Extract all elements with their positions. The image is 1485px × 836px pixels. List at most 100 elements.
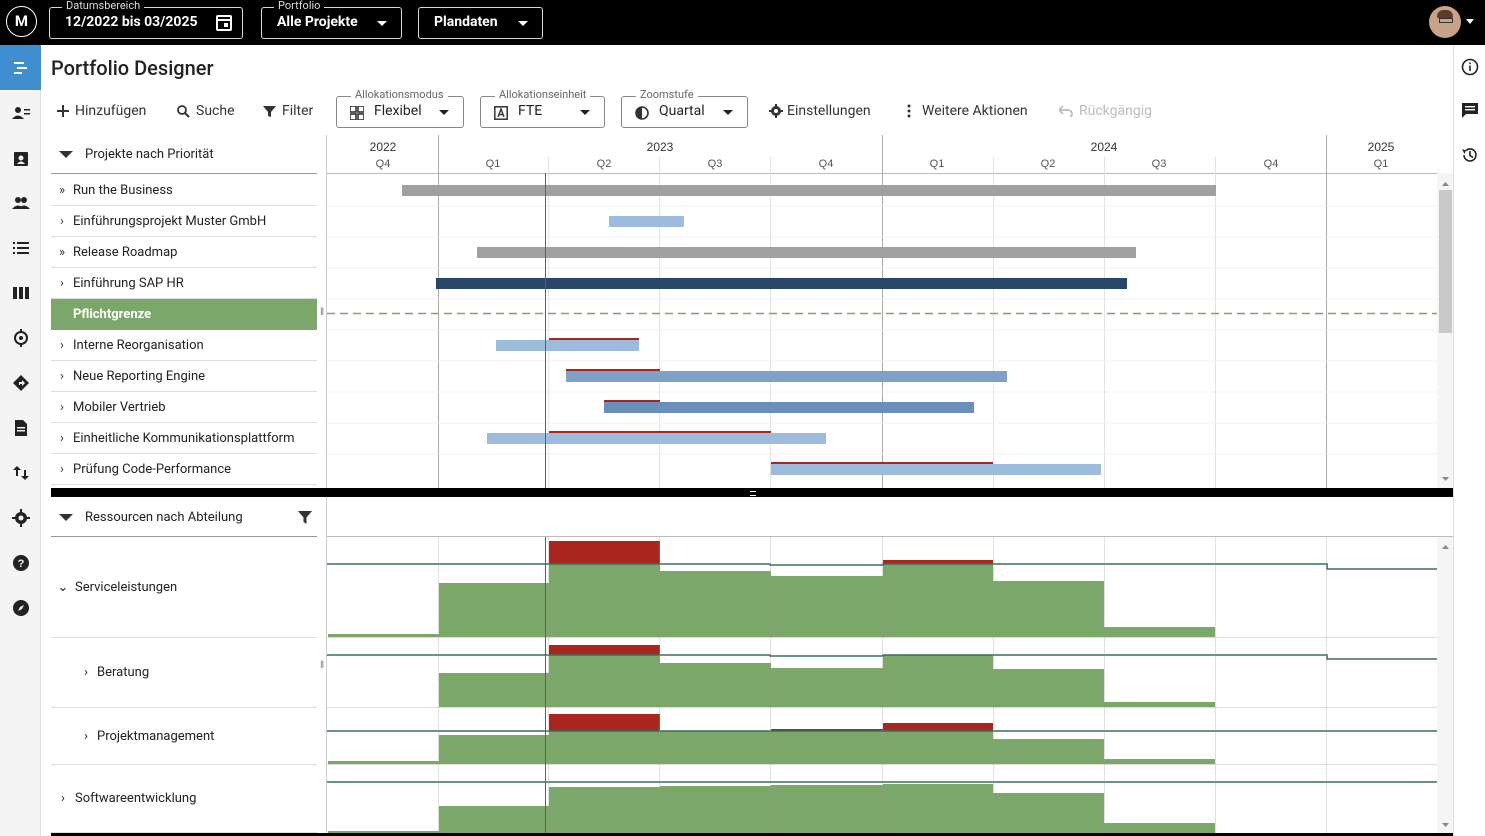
mandatory-limit-row[interactable]: Pflichtgrenze <box>51 299 317 330</box>
nav-portfolio-designer[interactable] <box>0 45 41 90</box>
grid-icon <box>350 106 364 120</box>
project-label: Release Roadmap <box>73 244 178 260</box>
plan-data-value: Plandaten <box>434 14 498 30</box>
collapse-triangle-icon[interactable] <box>59 151 73 158</box>
gantt-bar <box>771 464 1101 475</box>
search-label: Suche <box>196 103 235 119</box>
gantt-bar <box>487 433 826 444</box>
nav-teams[interactable] <box>0 180 41 225</box>
project-row[interactable]: › Einheitliche Kommunikationsplattform <box>51 423 317 454</box>
document-icon <box>14 419 27 436</box>
expand-chevron-icon[interactable]: › <box>60 337 64 353</box>
app-logo[interactable]: M <box>6 6 37 37</box>
gantt-chart[interactable]: 2022 2023 2024 2025 Q4 Q1 Q2 Q3 Q4 Q1 Q2… <box>326 135 1453 488</box>
projects-header-label: Projekte nach Priorität <box>85 147 214 162</box>
plan-data-select[interactable]: Plandaten <box>418 7 543 39</box>
project-label: Einführung SAP HR <box>73 275 184 291</box>
chevron-down-icon <box>723 110 733 115</box>
expand-chevron-icon[interactable]: › <box>60 430 64 446</box>
portfolio-select[interactable]: Portfolio Alle Projekte <box>261 0 402 39</box>
scroll-up-icon <box>1442 182 1449 186</box>
project-row[interactable]: › Einführungsprojekt Muster GmbH <box>51 206 317 237</box>
collapse-triangle-icon[interactable] <box>59 514 73 521</box>
gear-icon <box>769 104 783 118</box>
department-row[interactable]: › Projektmanagement <box>51 708 317 765</box>
nav-users[interactable] <box>0 90 41 135</box>
expand-chevron-icon[interactable]: › <box>60 275 64 291</box>
svg-text:?: ? <box>17 558 24 570</box>
more-actions-button[interactable]: Weitere Aktionen <box>904 100 1028 122</box>
comments-button[interactable] <box>1454 95 1485 125</box>
projects-tree-header: Projekte nach Priorität <box>51 136 317 174</box>
resource-scrollbar-track <box>1437 537 1453 836</box>
nav-assignments[interactable] <box>0 135 41 180</box>
alloc-mode-label: Allokationsmodus <box>351 89 448 101</box>
department-row[interactable]: › Beratung <box>51 638 317 708</box>
gear-icon <box>11 508 30 527</box>
nav-settings[interactable] <box>0 495 41 540</box>
project-row[interactable]: › Einführung SAP HR <box>51 268 317 299</box>
resize-grip-icon[interactable]: ‖ <box>320 660 325 671</box>
department-row[interactable]: › Softwareentwicklung <box>51 765 317 833</box>
user-menu-caret-icon[interactable] <box>1466 19 1474 24</box>
alloc-unit-label: Allokationseinheit <box>495 89 591 101</box>
quarter-label: Q4 <box>1264 158 1279 170</box>
project-label: Einführungsprojekt Muster GmbH <box>73 213 267 229</box>
filter-button[interactable]: Filter <box>263 100 313 122</box>
expand-chevron-icon[interactable]: › <box>60 399 64 415</box>
gantt-icon <box>13 61 27 74</box>
nav-help[interactable]: ? <box>0 540 41 585</box>
alloc-mode-select[interactable]: Allokationsmodus Flexibel <box>336 89 464 128</box>
project-row[interactable]: › Mobiler Vertrieb <box>51 392 317 423</box>
expand-chevron-icon[interactable]: » <box>58 244 66 260</box>
nav-target[interactable] <box>0 315 41 360</box>
date-range-field[interactable]: Datumsbereich 12/2022 bis 03/2025 <box>49 0 243 39</box>
calendar-icon[interactable] <box>216 15 232 31</box>
resource-chart[interactable] <box>326 497 1453 836</box>
expand-chevron-icon[interactable]: › <box>84 728 88 744</box>
project-label: Prüfung Code-Performance <box>73 461 232 477</box>
zoom-select[interactable]: Zoomstufe Quartal <box>621 89 748 128</box>
expand-chevron-icon[interactable]: » <box>58 182 66 198</box>
department-label: Serviceleistungen <box>75 579 178 595</box>
mandatory-limit-label: Pflichtgrenze <box>73 307 152 322</box>
expand-chevron-icon[interactable]: › <box>60 461 64 477</box>
expand-chevron-icon[interactable]: › <box>61 791 65 806</box>
department-row[interactable]: ⌄ Serviceleistungen <box>51 537 317 638</box>
settings-button[interactable]: Einstellungen <box>769 100 871 122</box>
nav-list[interactable] <box>0 225 41 270</box>
project-row[interactable]: › Prüfung Code-Performance <box>51 454 317 485</box>
nav-transfer[interactable] <box>0 450 41 495</box>
resize-grip-icon[interactable]: ‖ <box>320 307 325 318</box>
project-row[interactable]: » Release Roadmap <box>51 237 317 268</box>
alloc-unit-select[interactable]: Allokationseinheit FTE <box>480 89 605 128</box>
project-row[interactable]: › Neue Reporting Engine <box>51 361 317 392</box>
search-button[interactable]: Suche <box>177 100 235 122</box>
resource-svg <box>327 536 1453 836</box>
nav-board[interactable] <box>0 270 41 315</box>
nav-documents[interactable] <box>0 405 41 450</box>
info-button[interactable] <box>1454 52 1485 82</box>
chevron-down-icon <box>439 110 449 115</box>
comment-icon <box>1462 103 1478 118</box>
gantt-bar <box>609 216 684 227</box>
expand-chevron-icon[interactable]: ⌄ <box>57 579 69 595</box>
history-button[interactable] <box>1454 140 1485 170</box>
filter-icon[interactable] <box>298 511 312 524</box>
pane-splitter[interactable] <box>51 488 1453 497</box>
help-icon: ? <box>12 554 29 571</box>
expand-chevron-icon[interactable]: › <box>60 213 64 229</box>
project-row[interactable]: » Run the Business <box>51 175 317 206</box>
nav-explore[interactable] <box>0 585 41 630</box>
nav-directions[interactable] <box>0 360 41 405</box>
target-icon <box>13 328 28 347</box>
year-label: 2023 <box>647 140 674 154</box>
add-label: Hinzufügen <box>75 103 147 119</box>
user-avatar[interactable] <box>1429 6 1461 38</box>
undo-button[interactable]: Rückgängig <box>1059 100 1152 122</box>
add-button[interactable]: Hinzufügen <box>57 100 146 122</box>
resource-chart-serviceleistungen <box>327 541 1437 637</box>
project-row[interactable]: › Interne Reorganisation <box>51 330 317 361</box>
expand-chevron-icon[interactable]: › <box>60 368 64 384</box>
expand-chevron-icon[interactable]: › <box>84 665 88 680</box>
